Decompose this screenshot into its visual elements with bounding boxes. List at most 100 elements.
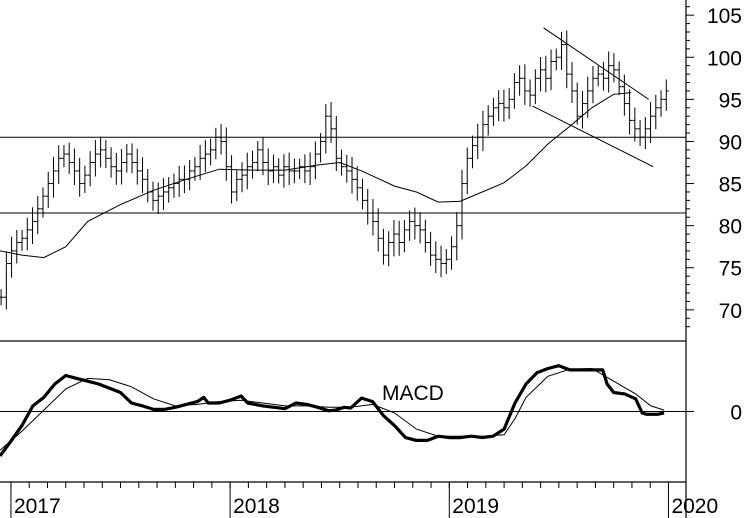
price-bar	[239, 162, 245, 193]
x-tick-label: 2017	[14, 495, 61, 518]
price-bar	[428, 231, 434, 266]
price-bar	[155, 182, 161, 215]
price-tick-label: 85	[719, 174, 742, 197]
price-bar	[71, 148, 77, 185]
price-bar	[600, 61, 606, 91]
price-bar	[354, 166, 360, 201]
price-tick-label: 70	[719, 300, 742, 323]
price-bar	[213, 127, 219, 160]
macd-y-axis: 0	[686, 402, 742, 425]
x-tick-label: 2019	[452, 495, 499, 518]
price-bar	[653, 94, 659, 130]
x-tick-label: 2020	[671, 495, 718, 518]
price-bar	[229, 155, 235, 204]
price-bar	[637, 120, 643, 147]
price-bar	[548, 49, 554, 91]
price-y-axis: 105 100 95 90 85 80 75 70	[686, 5, 742, 328]
price-bar	[344, 154, 350, 183]
price-bar	[532, 69, 538, 105]
price-bar	[632, 107, 638, 142]
price-bar	[658, 90, 664, 117]
price-bar	[475, 123, 481, 160]
price-bar	[140, 157, 146, 193]
price-bar	[197, 144, 203, 181]
price-bar	[506, 88, 512, 120]
price-bar	[255, 141, 261, 172]
price-bar	[569, 62, 575, 104]
price-tick-label: 90	[719, 131, 742, 154]
price-bar	[129, 143, 135, 174]
price-bar	[9, 236, 15, 278]
price-bar	[564, 30, 570, 89]
price-bar	[244, 152, 250, 190]
price-bar	[150, 181, 156, 211]
price-bar	[464, 147, 470, 195]
macd-label: MACD	[382, 382, 444, 405]
x-tick-label: 2018	[233, 495, 280, 518]
price-bar	[281, 154, 287, 188]
price-bar	[0, 289, 4, 306]
price-bar	[250, 150, 256, 179]
frame	[0, 0, 687, 518]
price-tick-label: 80	[719, 216, 742, 239]
price-bar	[407, 210, 413, 241]
price-bar	[375, 208, 381, 252]
price-bar	[412, 207, 418, 240]
price-bar	[77, 157, 83, 197]
price-bar	[145, 168, 151, 203]
price-bar	[627, 89, 633, 135]
price-bar	[522, 64, 528, 105]
price-bar	[318, 133, 324, 163]
horizontal-lines	[0, 136, 686, 214]
price-bar	[480, 110, 486, 152]
price-bar	[50, 156, 56, 198]
price-bar	[113, 152, 119, 185]
price-bar	[19, 229, 25, 251]
price-bar	[485, 105, 491, 136]
price-bar	[134, 148, 140, 185]
price-bar	[517, 65, 523, 96]
macd-panel: MACD 0	[0, 364, 742, 457]
price-bar	[401, 220, 407, 253]
price-bar	[92, 140, 98, 177]
price-bar	[333, 116, 339, 172]
price-bar	[297, 158, 303, 180]
price-bar	[490, 98, 496, 126]
price-bar	[359, 178, 365, 210]
price-bar	[260, 137, 266, 176]
price-bar	[391, 220, 397, 257]
price-bar	[98, 136, 104, 168]
price-bar	[663, 79, 669, 111]
macd-tick-label: 0	[730, 402, 742, 425]
price-tick-label: 75	[719, 258, 742, 281]
price-bar	[543, 55, 549, 93]
price-bar	[291, 158, 297, 184]
price-bar	[349, 156, 355, 194]
price-bar	[553, 48, 559, 71]
price-bar	[166, 177, 172, 203]
price-bar	[223, 127, 229, 181]
price-bar	[14, 229, 20, 264]
price-bar	[270, 154, 276, 183]
price-bar	[3, 251, 9, 310]
price-bar	[459, 169, 465, 240]
price-bar	[365, 188, 371, 225]
price-bar	[511, 73, 517, 109]
price-bar	[103, 140, 109, 169]
price-bar	[276, 158, 282, 184]
price-bar	[417, 212, 423, 244]
channel-lower-line	[532, 105, 654, 168]
price-bar	[160, 178, 166, 210]
price-bar	[56, 145, 62, 184]
price-bar	[579, 91, 585, 129]
price-bar	[454, 212, 460, 261]
price-bar	[396, 220, 402, 256]
price-bar	[108, 147, 114, 178]
price-bar	[307, 152, 313, 186]
price-bar	[66, 142, 72, 175]
channel-upper-line	[543, 27, 650, 100]
price-bars	[0, 30, 669, 310]
price-bar	[24, 217, 30, 251]
price-bar	[234, 170, 240, 202]
